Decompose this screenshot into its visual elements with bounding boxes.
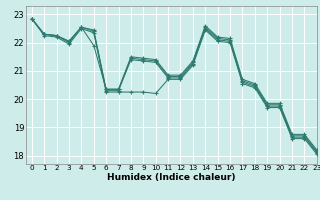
X-axis label: Humidex (Indice chaleur): Humidex (Indice chaleur) xyxy=(107,173,236,182)
